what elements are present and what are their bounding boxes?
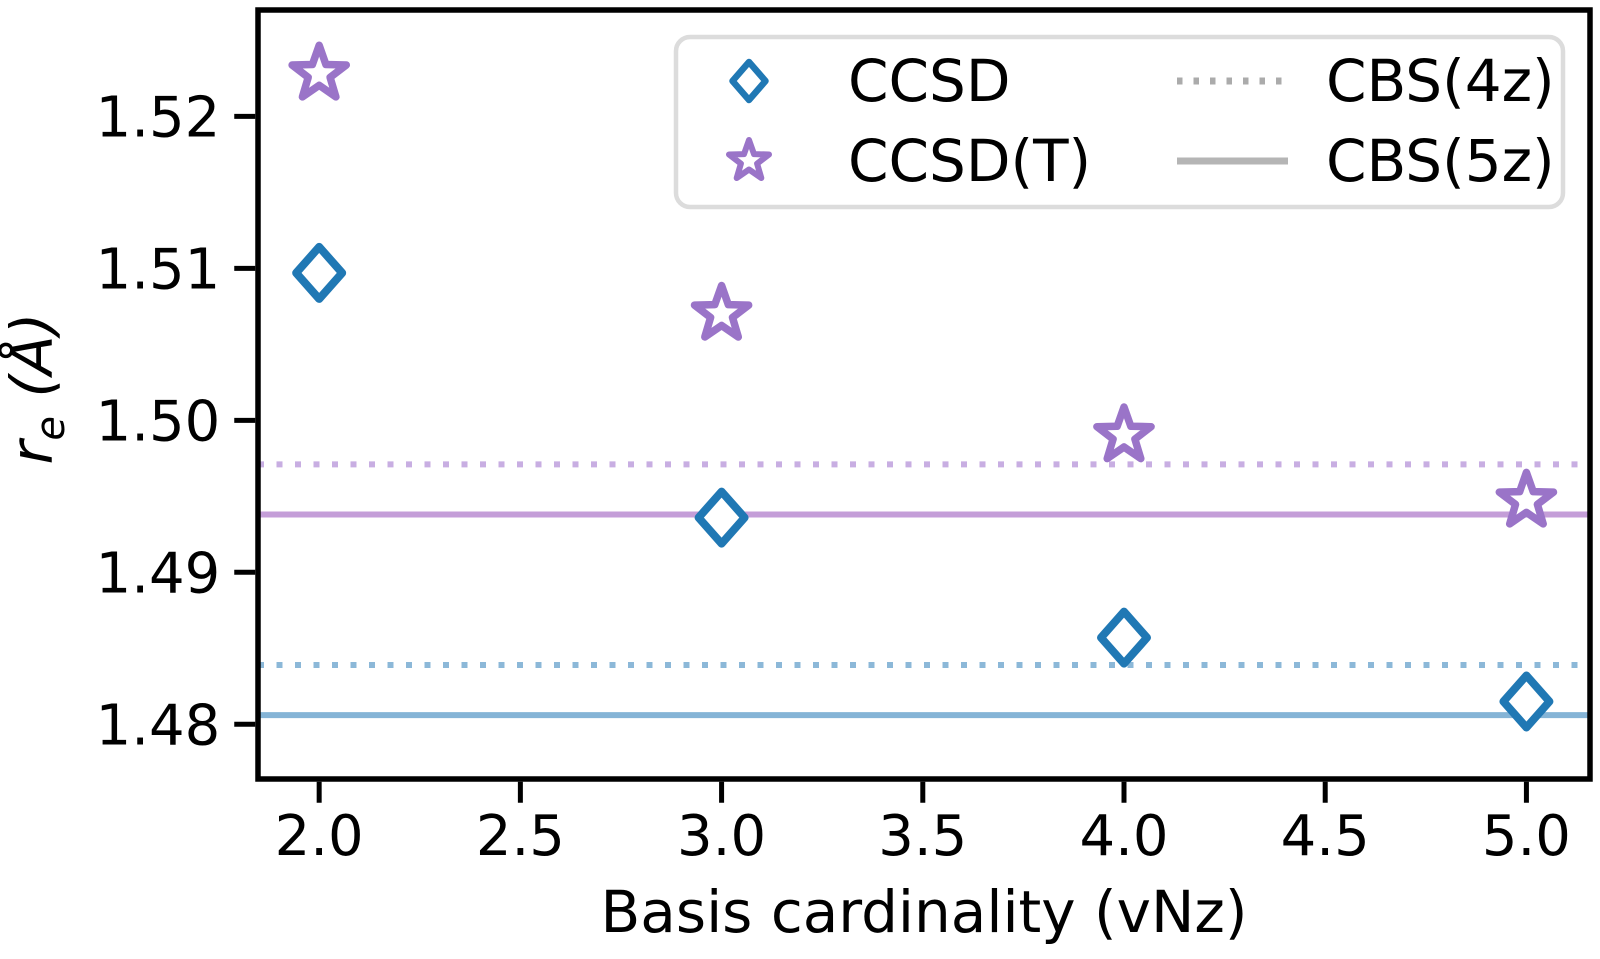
axes-spines — [255, 7, 1593, 782]
ccsd-t-marker — [288, 41, 351, 101]
legend: CCSD CCSD(T) CBS(4z) CBS(5z) — [673, 34, 1566, 210]
legend-label-cbs-4z: CBS(4z) — [1326, 47, 1555, 115]
ccsd-t-marker — [690, 281, 753, 341]
x-tick-label: 2.0 — [275, 804, 364, 869]
y-tick-label: 1.52 — [96, 85, 221, 150]
ccsd-series — [292, 242, 1554, 732]
x-axis-label: Basis cardinality (vNz) — [601, 878, 1248, 946]
legend-box — [673, 34, 1566, 210]
legend-star-icon — [726, 137, 772, 181]
ccsd-t-series — [288, 41, 1558, 528]
x-tick-label: 4.0 — [1079, 804, 1168, 869]
ccsd-marker — [694, 487, 749, 548]
legend-diamond-icon — [729, 58, 769, 104]
y-tick-label: 1.49 — [96, 541, 221, 606]
x-tick-label: 2.5 — [476, 804, 565, 869]
ccsd-t-marker — [1495, 468, 1558, 528]
y-tick-label: 1.51 — [96, 237, 221, 302]
x-tick-label: 5.0 — [1482, 804, 1571, 869]
x-tick-label: 3.5 — [878, 804, 967, 869]
y-axis-label: re (Å) — [0, 313, 74, 465]
y-tick-label: 1.50 — [96, 389, 221, 454]
ccsd-marker — [1097, 607, 1151, 668]
ccsd-t-marker — [1093, 403, 1155, 463]
y-tick-label: 1.48 — [96, 693, 221, 758]
ccsd-marker — [1499, 671, 1554, 732]
x-tick-label: 4.5 — [1281, 804, 1370, 869]
legend-label-ccsd: CCSD — [848, 47, 1010, 115]
x-tick-label: 3.0 — [677, 804, 766, 869]
ccsd-marker — [292, 242, 347, 303]
legend-label-ccsd-t: CCSD(T) — [848, 127, 1091, 195]
legend-label-cbs-5z: CBS(5z) — [1326, 127, 1555, 195]
